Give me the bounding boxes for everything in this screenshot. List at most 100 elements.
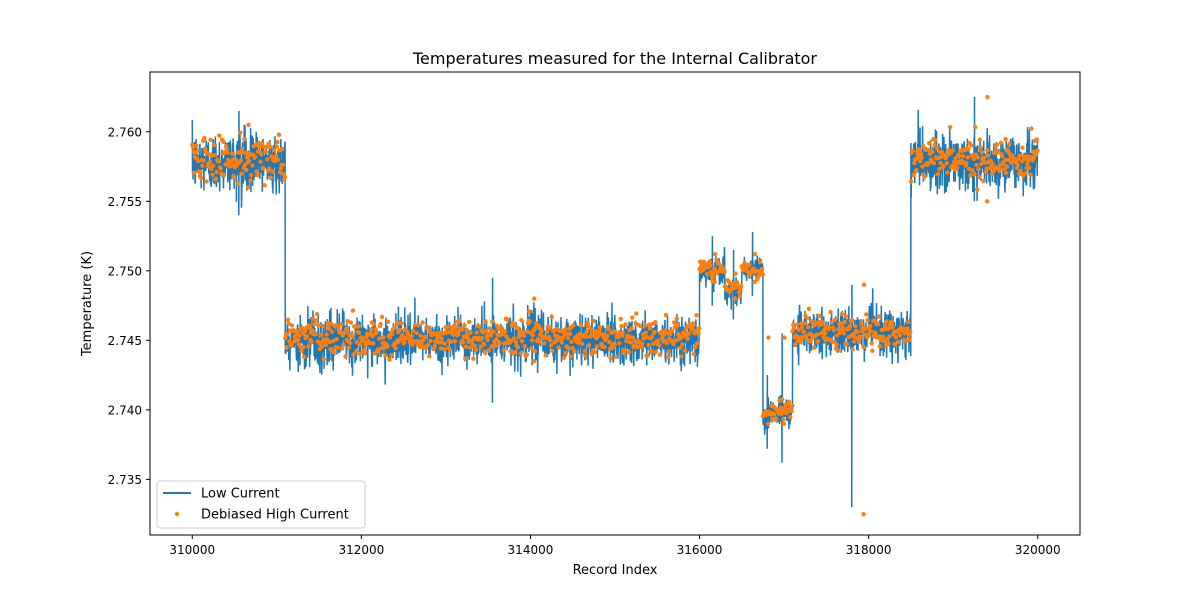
data-point <box>995 148 1001 153</box>
data-point <box>438 346 444 351</box>
data-point <box>759 267 765 272</box>
data-point <box>704 271 710 277</box>
data-point <box>565 335 571 341</box>
data-point <box>617 341 622 346</box>
data-point <box>892 342 897 347</box>
data-point <box>453 329 458 334</box>
data-point <box>781 416 786 422</box>
data-point <box>396 339 402 344</box>
data-point <box>282 174 288 180</box>
data-point <box>1028 172 1033 178</box>
data-point <box>536 323 542 328</box>
data-point <box>919 155 924 160</box>
data-point <box>319 344 324 349</box>
data-point <box>806 306 811 312</box>
data-point <box>391 325 397 330</box>
data-point <box>195 148 200 153</box>
data-point <box>897 333 903 338</box>
data-point <box>278 165 284 171</box>
data-point <box>335 323 340 328</box>
data-point <box>566 345 571 351</box>
data-point <box>387 335 393 340</box>
data-point <box>865 318 870 323</box>
data-point <box>361 338 366 344</box>
data-point <box>548 343 554 348</box>
data-point <box>950 148 956 153</box>
data-point <box>877 344 882 349</box>
data-point <box>522 344 527 349</box>
data-point <box>620 330 625 335</box>
data-point <box>245 185 251 190</box>
data-point <box>289 323 295 328</box>
data-point <box>1023 171 1028 176</box>
data-point <box>659 335 665 341</box>
data-point <box>911 173 916 178</box>
data-point <box>941 163 946 169</box>
data-point <box>926 147 931 153</box>
data-point <box>847 323 853 329</box>
data-point <box>583 353 588 359</box>
data-point <box>613 354 619 360</box>
data-point <box>839 321 844 326</box>
data-point <box>737 294 742 299</box>
x-tick-label: 310000 <box>169 543 215 557</box>
data-point <box>238 130 243 135</box>
data-point <box>244 167 249 173</box>
data-point <box>607 339 612 345</box>
data-point <box>910 148 916 154</box>
data-point <box>464 327 469 333</box>
data-point <box>653 319 658 325</box>
data-point <box>436 340 442 345</box>
data-point <box>710 275 716 280</box>
data-point <box>971 156 977 162</box>
data-point <box>530 333 536 338</box>
data-point <box>946 147 951 153</box>
data-point <box>248 178 253 183</box>
data-point <box>972 171 977 177</box>
data-point <box>578 323 584 328</box>
data-point <box>795 322 800 327</box>
data-point <box>908 179 914 184</box>
data-point <box>423 334 428 340</box>
data-point <box>502 340 507 346</box>
data-point <box>412 322 418 328</box>
data-point <box>387 357 392 362</box>
data-point <box>218 166 223 171</box>
data-point <box>653 349 659 355</box>
data-point <box>914 167 919 173</box>
data-point <box>978 145 983 150</box>
legend-label-debiased-high-current: Debiased High Current <box>201 508 349 523</box>
data-point <box>628 340 634 345</box>
data-point <box>377 336 382 341</box>
data-point <box>320 323 325 329</box>
data-point <box>922 174 927 180</box>
data-point <box>834 342 839 347</box>
data-point <box>257 144 262 149</box>
data-point <box>835 348 841 353</box>
data-point <box>765 421 771 426</box>
data-point <box>217 133 222 138</box>
data-point <box>932 142 937 148</box>
data-point <box>1015 163 1020 168</box>
data-point <box>722 269 727 274</box>
data-point <box>321 356 327 362</box>
data-point <box>592 349 598 355</box>
data-point <box>461 334 467 339</box>
data-point <box>207 159 213 165</box>
data-point <box>518 351 523 356</box>
data-point <box>584 334 589 339</box>
data-point <box>504 334 509 339</box>
data-point <box>334 337 339 342</box>
data-point <box>960 153 966 159</box>
data-point <box>372 351 377 356</box>
data-point <box>893 335 899 340</box>
data-point <box>645 353 650 358</box>
data-point <box>497 340 502 346</box>
data-point <box>981 178 986 184</box>
data-point <box>354 340 360 345</box>
data-point <box>531 359 537 364</box>
data-point <box>1029 126 1034 131</box>
data-point <box>979 161 984 167</box>
data-point <box>494 336 499 342</box>
